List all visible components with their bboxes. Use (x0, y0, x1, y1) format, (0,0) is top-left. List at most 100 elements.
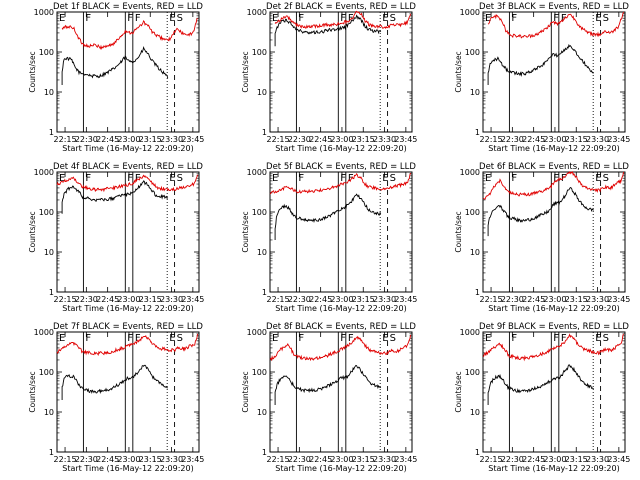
x-axis-label: Start Time (16-May-12 22:09:20) (275, 144, 406, 153)
chart-title: Det 3f BLACK = Events, RED = LLD (479, 2, 629, 12)
marker-label: E (382, 333, 388, 344)
x-tick-label: 22:15 (480, 295, 503, 304)
chart-title: Det 2f BLACK = Events, RED = LLD (266, 2, 416, 12)
x-tick-label: 23:00 (543, 295, 566, 304)
x-tick-label: 23:00 (117, 295, 140, 304)
x-tick-label: 22:15 (267, 295, 290, 304)
y-tick-label: 1000 (460, 328, 480, 337)
x-tick-label: 23:00 (330, 455, 353, 464)
marker-label: F (127, 173, 133, 184)
y-tick-label: 1000 (247, 8, 267, 17)
marker-label: E (485, 333, 491, 344)
marker-label: F (85, 333, 91, 344)
marker-label: F (135, 173, 141, 184)
y-tick-label: 1 (49, 128, 54, 137)
y-tick-label: 100 (252, 208, 267, 217)
marker-label: F (511, 333, 517, 344)
marker-label: F (553, 333, 559, 344)
y-tick-label: 100 (39, 48, 54, 57)
y-tick-label: 1000 (34, 8, 54, 17)
lld-series-line (269, 334, 412, 362)
y-axis-label: Counts/sec (241, 51, 250, 92)
x-tick-label: 22:45 (96, 295, 119, 304)
x-axis-label: Start Time (16-May-12 22:09:20) (488, 304, 619, 313)
marker-label: F (511, 13, 517, 24)
events-series-line (61, 45, 169, 85)
marker-label: E (382, 173, 388, 184)
y-tick-label: 1000 (247, 168, 267, 177)
x-tick-label: 23:45 (607, 455, 630, 464)
x-tick-label: 22:45 (309, 135, 332, 144)
marker-label: F (127, 13, 133, 24)
events-series-line (487, 186, 595, 237)
chart-panel-det-8: Det 8f BLACK = Events, RED = LLD 1 10 100 10… (241, 322, 417, 473)
marker-label: S (177, 13, 183, 24)
x-axis-label: Start Time (16-May-12 22:09:20) (488, 144, 619, 153)
x-tick-label: 23:30 (373, 295, 396, 304)
chart-title: Det 6f BLACK = Events, RED = LLD (479, 162, 629, 172)
x-tick-label: 23:15 (139, 455, 162, 464)
x-tick-label: 22:30 (288, 295, 311, 304)
lld-series-line (487, 11, 625, 39)
chart-title: Det 7f BLACK = Events, RED = LLD (53, 322, 203, 332)
x-tick-label: 23:45 (607, 295, 630, 304)
plot-frame (269, 171, 413, 293)
y-tick-label: 100 (252, 368, 267, 377)
marker-label: E (595, 333, 601, 344)
y-tick-label: 10 (44, 248, 54, 257)
x-axis-label: Start Time (16-May-12 22:09:20) (62, 464, 193, 473)
y-tick-label: 1000 (460, 168, 480, 177)
marker-label: S (603, 13, 609, 24)
y-axis-label: Counts/sec (28, 371, 37, 412)
x-tick-label: 22:30 (288, 455, 311, 464)
marker-label: F (561, 173, 567, 184)
events-series-line (487, 43, 594, 85)
x-tick-label: 23:30 (373, 135, 396, 144)
x-axis-label: Start Time (16-May-12 22:09:20) (275, 464, 406, 473)
x-tick-label: 22:15 (267, 135, 290, 144)
lld-series-line (482, 333, 625, 362)
x-tick-label: 23:00 (543, 455, 566, 464)
y-tick-label: 100 (465, 48, 480, 57)
marker-label: E (169, 13, 175, 24)
marker-label: E (595, 13, 601, 24)
x-tick-label: 23:45 (394, 455, 417, 464)
y-tick-label: 10 (470, 88, 480, 97)
x-tick-label: 23:45 (181, 135, 204, 144)
plot-frame (482, 11, 626, 133)
x-tick-label: 22:45 (522, 455, 545, 464)
x-tick-label: 22:15 (480, 455, 503, 464)
marker-label: F (340, 13, 346, 24)
marker-label: F (135, 13, 141, 24)
chart-title: Det 9f BLACK = Events, RED = LLD (479, 322, 629, 332)
x-tick-label: 22:45 (522, 135, 545, 144)
x-tick-label: 23:30 (586, 455, 609, 464)
marker-label: E (485, 13, 491, 24)
x-tick-label: 23:00 (117, 455, 140, 464)
marker-label: S (177, 173, 183, 184)
y-tick-label: 1 (475, 288, 480, 297)
x-tick-label: 23:15 (139, 135, 162, 144)
x-tick-label: 23:30 (586, 135, 609, 144)
marker-label: E (59, 173, 65, 184)
lld-series-line (56, 174, 199, 193)
marker-label: F (298, 173, 304, 184)
marker-label: F (340, 173, 346, 184)
x-tick-label: 22:30 (288, 135, 311, 144)
chart-panel-det-4: Det 4f BLACK = Events, RED = LLD 1 10 100 10… (28, 162, 204, 313)
x-tick-label: 23:00 (330, 135, 353, 144)
y-tick-label: 1 (262, 128, 267, 137)
y-tick-label: 1 (49, 448, 54, 457)
y-tick-label: 10 (44, 88, 54, 97)
chart-title: Det 5f BLACK = Events, RED = LLD (266, 162, 416, 172)
marker-label: F (348, 13, 354, 24)
x-tick-label: 23:15 (352, 455, 375, 464)
x-tick-label: 23:30 (586, 295, 609, 304)
y-tick-label: 100 (465, 208, 480, 217)
chart-panel-det-7: Det 7f BLACK = Events, RED = LLD 1 10 100 10… (28, 322, 204, 473)
y-tick-label: 1000 (34, 168, 54, 177)
marker-label: S (390, 333, 396, 344)
x-tick-label: 22:15 (480, 135, 503, 144)
x-tick-label: 22:30 (75, 455, 98, 464)
x-tick-label: 22:30 (501, 135, 524, 144)
